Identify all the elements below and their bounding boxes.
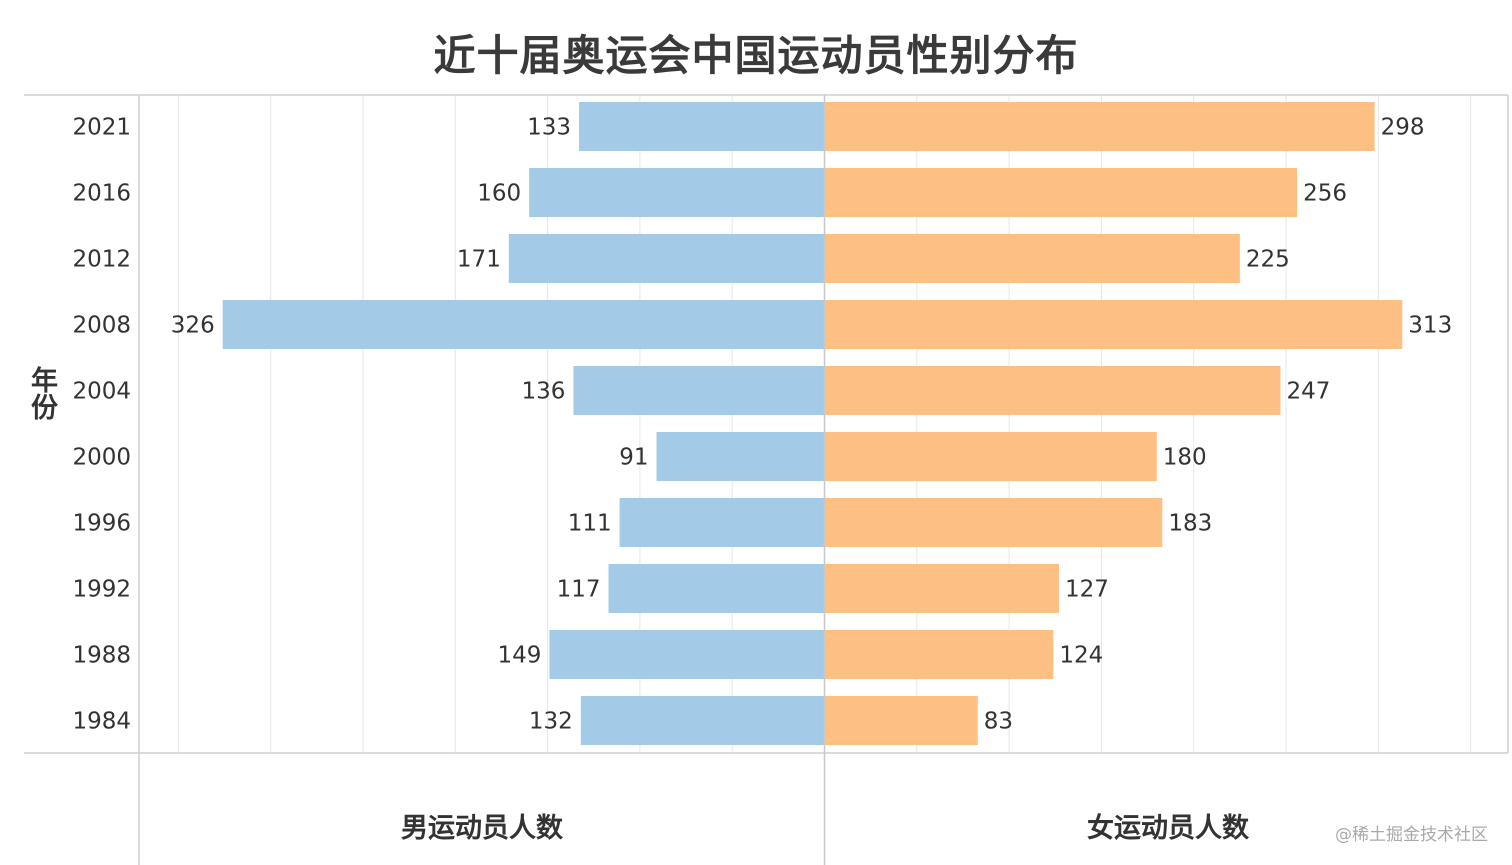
male-bar xyxy=(580,696,825,745)
female-bar xyxy=(824,432,1157,481)
female-value-label: 256 xyxy=(1303,181,1347,207)
year-label: 2016 xyxy=(72,181,131,207)
male-value-label: 160 xyxy=(477,181,521,207)
female-bar xyxy=(824,630,1054,679)
male-bar xyxy=(656,432,825,481)
year-label: 2000 xyxy=(72,445,131,471)
male-bar xyxy=(222,300,825,349)
male-value-label: 132 xyxy=(529,709,573,735)
female-bar xyxy=(824,102,1375,151)
male-value-label: 171 xyxy=(457,247,501,273)
male-bar xyxy=(573,366,825,415)
y-axis-title: 年份 xyxy=(26,366,57,420)
male-bar xyxy=(508,234,825,283)
female-value-label: 127 xyxy=(1065,577,1109,603)
female-value-label: 180 xyxy=(1163,445,1207,471)
male-bar xyxy=(529,168,825,217)
female-value-label: 83 xyxy=(984,709,1013,735)
year-label: 1996 xyxy=(72,511,131,537)
year-label: 1992 xyxy=(72,577,131,603)
watermark: @稀土掘金技术社区 xyxy=(1335,825,1488,845)
male-value-label: 326 xyxy=(171,313,215,339)
male-value-label: 136 xyxy=(522,379,566,405)
female-axis-title: 女运动员人数 xyxy=(1087,813,1249,844)
female-bar xyxy=(824,696,978,745)
female-bar xyxy=(824,366,1281,415)
male-bar xyxy=(608,564,825,613)
year-label: 1988 xyxy=(72,643,131,669)
female-value-label: 183 xyxy=(1168,511,1212,537)
male-bar xyxy=(619,498,825,547)
female-value-label: 225 xyxy=(1246,247,1290,273)
female-bar xyxy=(824,564,1059,613)
year-label: 2004 xyxy=(72,379,131,405)
male-value-label: 133 xyxy=(527,115,571,141)
female-value-label: 247 xyxy=(1286,379,1330,405)
male-bar xyxy=(578,102,825,151)
male-value-label: 91 xyxy=(619,445,648,471)
female-value-label: 124 xyxy=(1059,643,1103,669)
year-label: 2008 xyxy=(72,313,131,339)
female-bar xyxy=(824,498,1163,547)
year-label: 1984 xyxy=(72,709,131,735)
male-value-label: 117 xyxy=(557,577,601,603)
male-value-label: 111 xyxy=(568,511,612,537)
female-value-label: 298 xyxy=(1381,115,1425,141)
female-bar xyxy=(824,234,1240,283)
female-bar xyxy=(824,300,1403,349)
male-axis-title: 男运动员人数 xyxy=(401,813,563,844)
chart-title: 近十届奥运会中国运动员性别分布 xyxy=(433,31,1079,80)
male-value-label: 149 xyxy=(498,643,542,669)
year-label: 2021 xyxy=(72,115,131,141)
female-value-label: 313 xyxy=(1408,313,1452,339)
male-bar xyxy=(549,630,825,679)
female-bar xyxy=(824,168,1298,217)
year-label: 2012 xyxy=(72,247,131,273)
